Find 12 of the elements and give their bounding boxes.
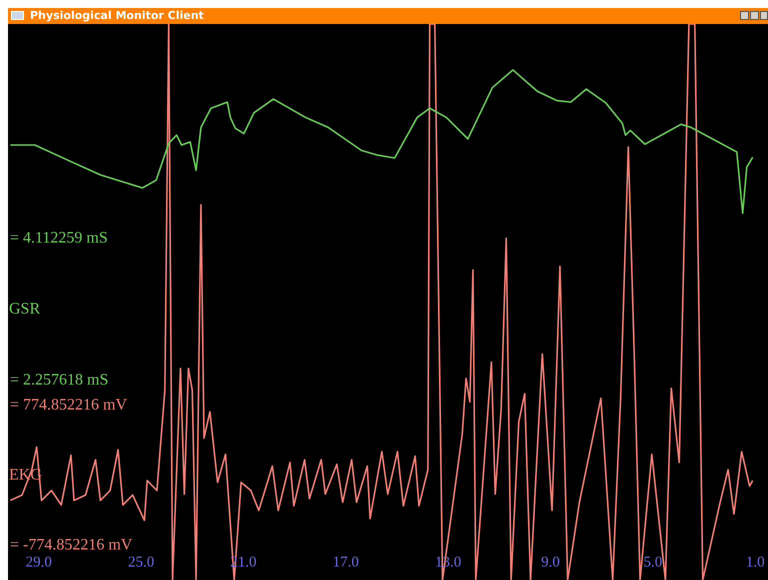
x-tick-label: 1.0: [746, 554, 765, 570]
x-tick-label: 25.0: [128, 554, 154, 570]
x-tick-label: 17.0: [332, 554, 359, 570]
chart-title: Physiological Monitor Client: [30, 9, 204, 22]
y2-tick-label: = 774.852216 mV: [10, 396, 128, 414]
x-tick-label: 29.0: [26, 554, 52, 570]
x-tick-label: 5.0: [643, 554, 662, 570]
text: GSR: [9, 300, 40, 318]
x-tick-label: 9.0: [541, 554, 560, 570]
y-tick-label: = 2.257618 mS: [10, 372, 108, 388]
y-tick-label: = 4.112259 mS: [10, 229, 108, 246]
y2-tick-label: = -774.852216 mV: [10, 536, 133, 554]
